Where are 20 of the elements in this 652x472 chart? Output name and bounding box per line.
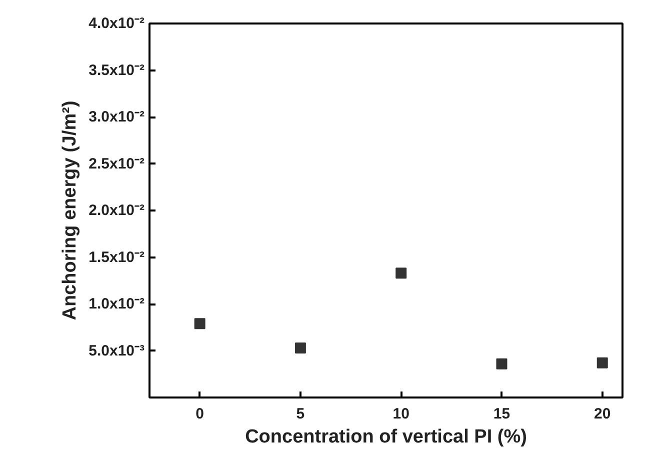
point — [294, 342, 306, 354]
y-tick-label: 5.0x10⁻³ — [88, 342, 145, 360]
point — [194, 318, 206, 330]
y-tick-label: 1.5x10⁻² — [88, 248, 145, 266]
y-tick-label: 4.0x10⁻² — [88, 15, 145, 32]
x-axis-title: Concentration of vertical PI (%) — [245, 426, 527, 448]
y-tick-label: 2.5x10⁻² — [88, 155, 145, 172]
point — [396, 268, 407, 279]
point — [496, 358, 508, 370]
x-tick-label: 5 — [296, 406, 305, 422]
x-tick-label: 0 — [196, 406, 204, 422]
x-tick-label: 15 — [493, 406, 510, 422]
y-axis-title: Anchoring energy (J/m²) — [60, 100, 81, 320]
y-tick-label: 3.0x10⁻² — [88, 108, 145, 126]
x-tick-label: 10 — [392, 406, 410, 422]
y-tick-label: 2.0x10⁻² — [88, 202, 145, 219]
y-tick-label: 1.0x10⁻² — [88, 296, 145, 312]
y-tick-label: 3.5x10⁻² — [88, 62, 145, 79]
point — [596, 357, 608, 368]
x-tick-label: 20 — [594, 406, 611, 422]
